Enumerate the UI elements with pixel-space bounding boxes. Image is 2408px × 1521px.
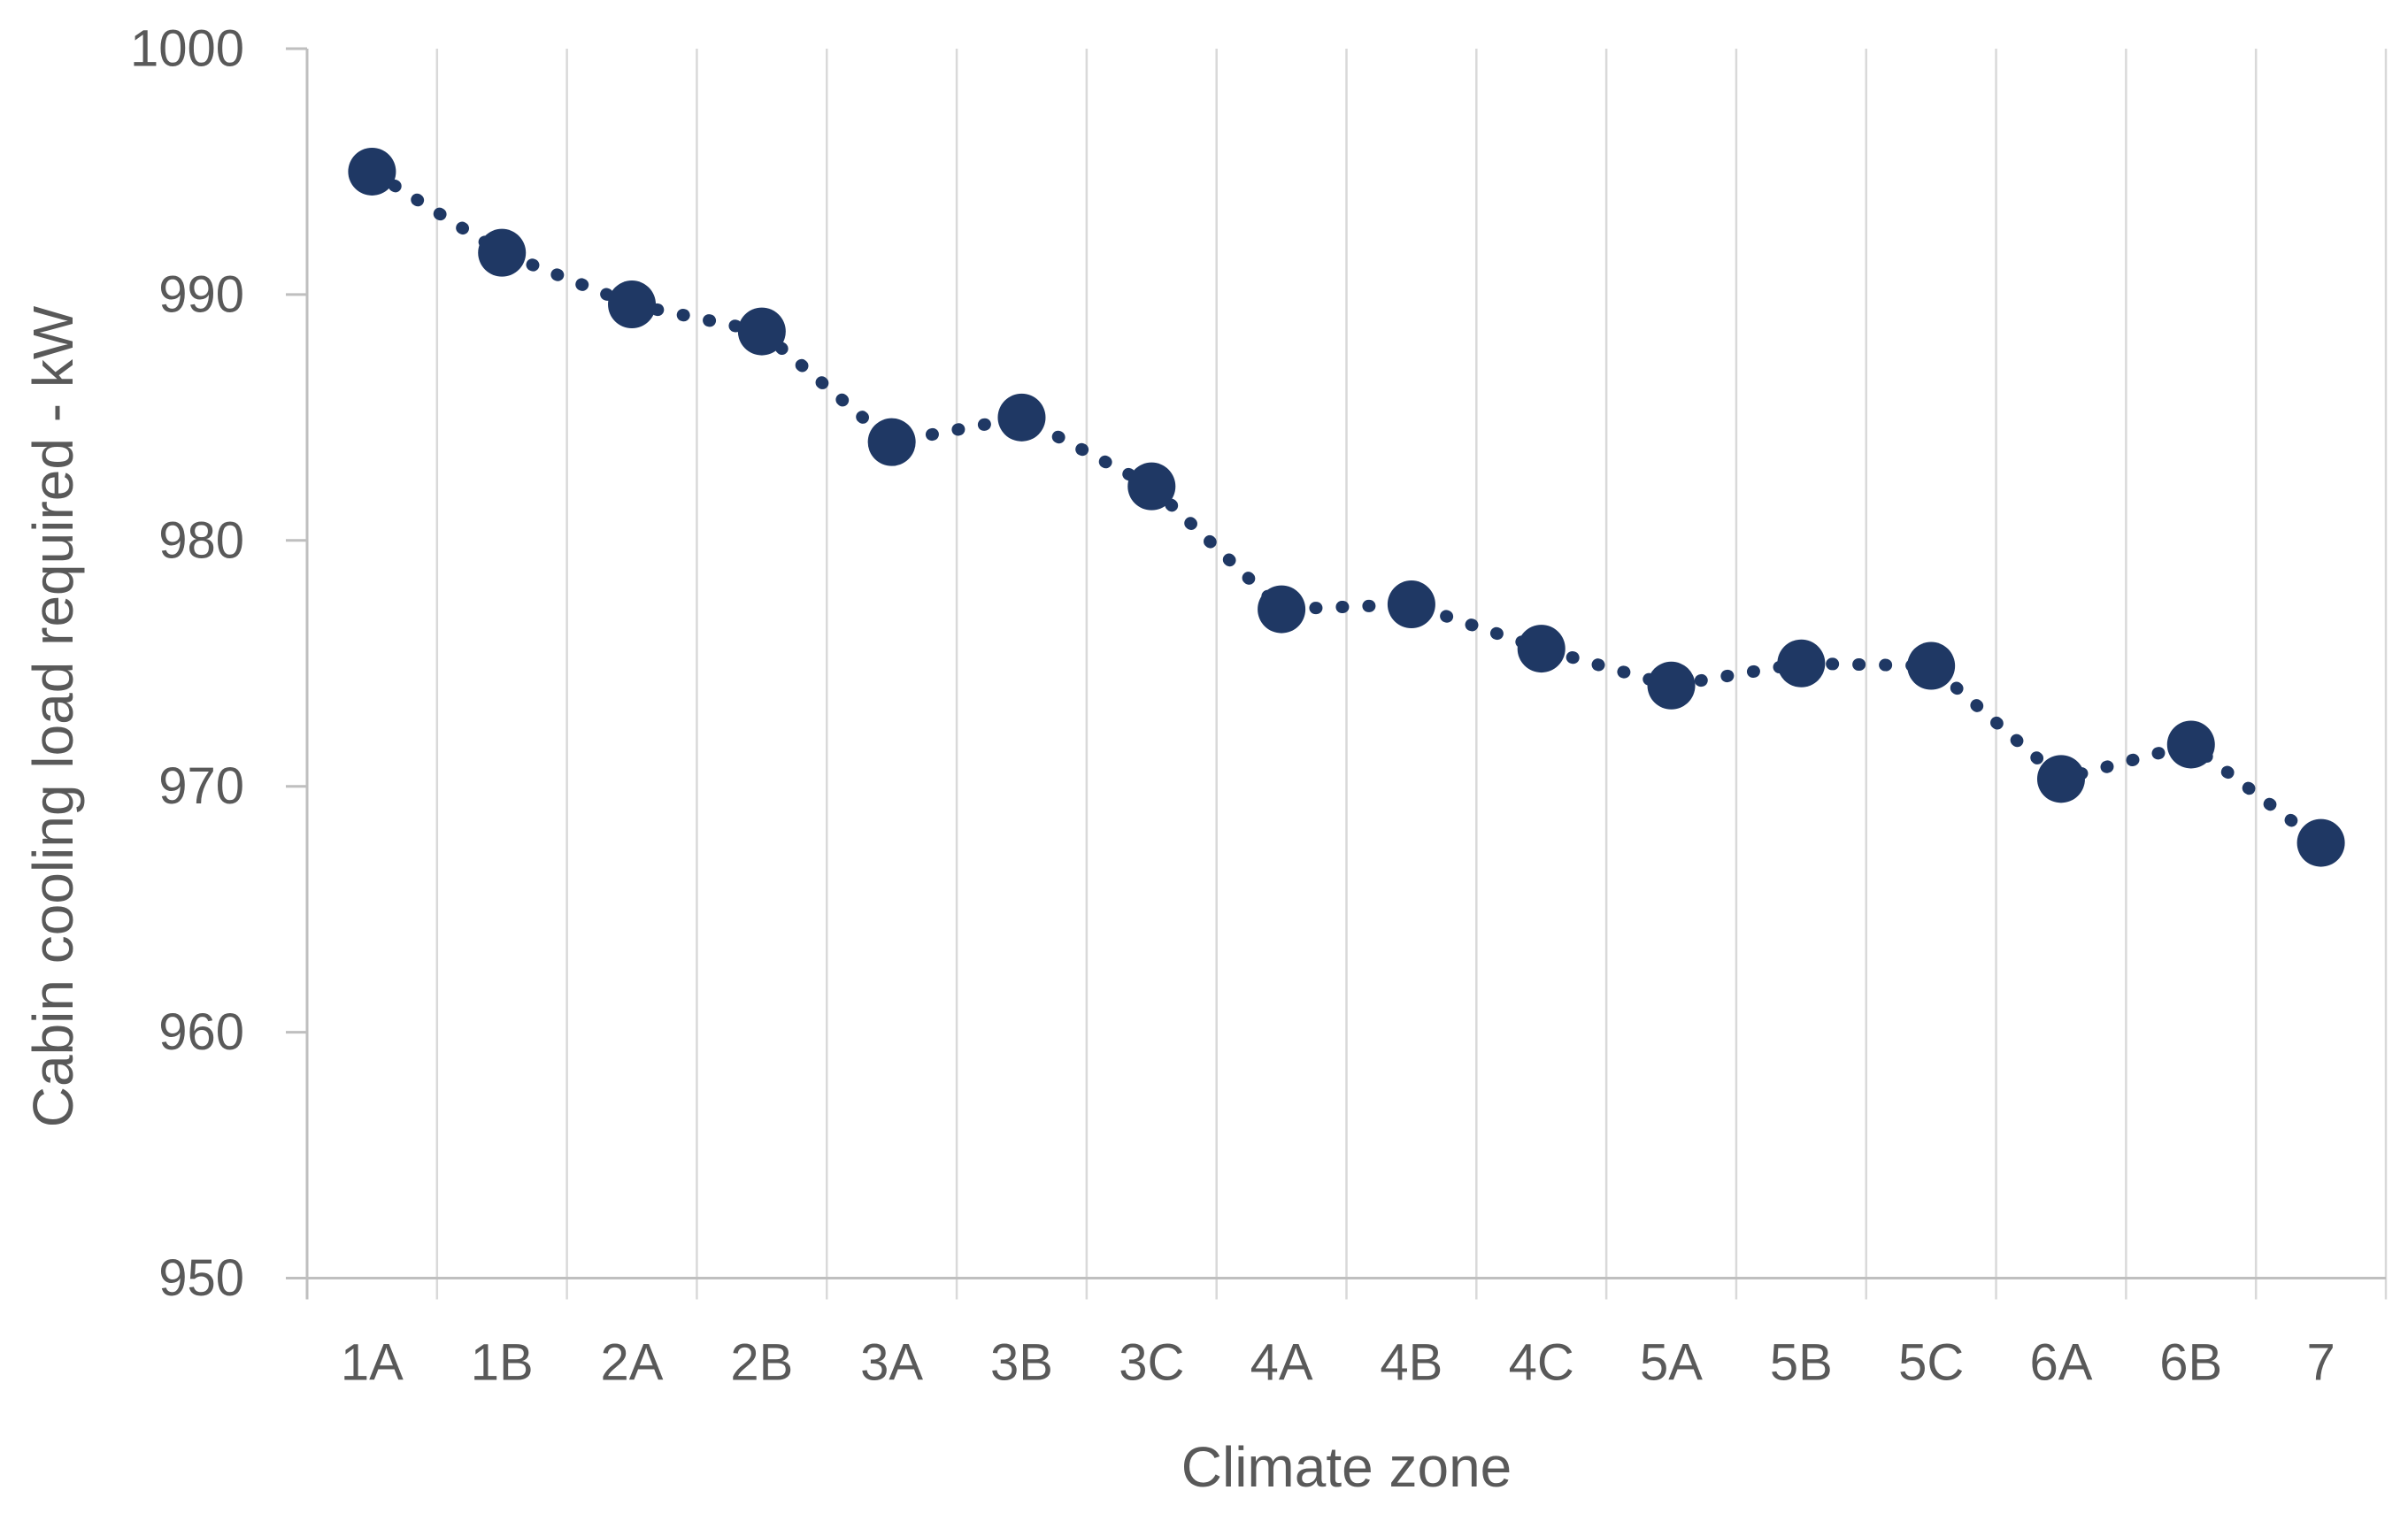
x-axis-tick-label: 5C [1898, 1334, 1964, 1392]
x-axis-tick-label: 1A [341, 1334, 404, 1392]
data-point-marker [1258, 585, 1306, 634]
data-point-marker [348, 147, 396, 196]
x-axis-tick-label: 7 [2306, 1334, 2335, 1392]
series-line [365, 165, 2327, 849]
x-axis-tick-label: 5A [1640, 1334, 1703, 1392]
x-axis-tick-label: 6B [2159, 1334, 2222, 1392]
y-axis-tick-label: 1000 [130, 20, 244, 78]
y-axis-tick-label: 960 [158, 1003, 244, 1061]
x-axis-tick-label: 4A [1250, 1334, 1313, 1392]
x-axis-tick-label: 5B [1770, 1334, 1833, 1392]
x-axis-tick-label: 2B [730, 1334, 793, 1392]
data-point-marker [1907, 641, 1956, 690]
y-axis-title: Cabin cooling load required - kW [21, 305, 85, 1127]
data-point-marker [1777, 639, 1826, 688]
data-point-marker [2166, 720, 2215, 769]
y-axis-tick-label: 950 [158, 1249, 244, 1307]
data-point-marker [608, 280, 657, 329]
data-point-marker [2036, 755, 2085, 803]
data-point-marker [867, 418, 916, 466]
x-axis-tick-label: 6A [2029, 1334, 2092, 1392]
x-axis-tick-label: 4B [1380, 1334, 1442, 1392]
data-point-marker [1647, 661, 1696, 710]
x-axis-tick-label: 3A [860, 1334, 923, 1392]
data-point-marker [1517, 625, 1566, 673]
data-point-marker [737, 307, 786, 356]
data-point-marker [1127, 462, 1176, 511]
x-axis-tick-label: 3B [990, 1334, 1053, 1392]
y-axis-tick-label: 980 [158, 511, 244, 569]
x-axis-tick-label: 3C [1119, 1334, 1184, 1392]
x-axis-tick-label: 2A [601, 1334, 664, 1392]
data-point-marker [478, 228, 527, 277]
x-axis-title: Climate zone [1181, 1435, 1512, 1499]
data-point-marker [2296, 818, 2345, 867]
y-axis-tick-label: 990 [158, 265, 244, 323]
x-axis-tick-label: 4C [1509, 1334, 1574, 1392]
data-point-marker [997, 393, 1046, 442]
y-axis-tick-label: 970 [158, 757, 244, 815]
data-point-marker [1387, 580, 1435, 629]
x-axis-tick-label: 1B [471, 1334, 534, 1392]
